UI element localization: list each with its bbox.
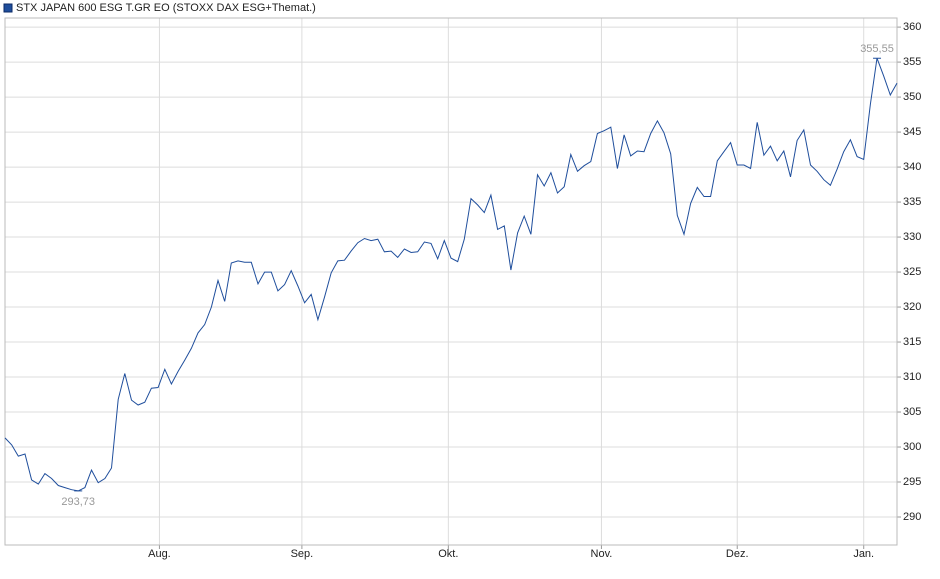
value-label: 355,55 — [860, 43, 894, 55]
y-tick-label: 290 — [903, 511, 921, 523]
y-tick-label: 355 — [903, 56, 921, 68]
y-tick-label: 360 — [903, 21, 921, 33]
legend-label: STX JAPAN 600 ESG T.GR EO (STOXX DAX ESG… — [16, 2, 316, 14]
y-tick-label: 305 — [903, 406, 921, 418]
x-tick-label: Nov. — [591, 548, 613, 560]
y-tick-label: 295 — [903, 476, 921, 488]
y-tick-label: 320 — [903, 301, 921, 313]
price-line — [4, 58, 898, 492]
y-tick-label: 350 — [903, 91, 921, 103]
y-tick-label: 325 — [903, 266, 921, 278]
legend-swatch — [3, 3, 13, 13]
x-tick-label: Sep. — [291, 548, 314, 560]
x-tick-label: Dez. — [726, 548, 749, 560]
x-tick-label: Aug. — [148, 548, 171, 560]
y-tick-label: 335 — [903, 196, 921, 208]
plot-frame — [4, 17, 898, 546]
y-tick-label: 310 — [903, 371, 921, 383]
y-tick-label: 300 — [903, 441, 921, 453]
value-label: 293,73 — [61, 496, 95, 508]
y-tick-label: 345 — [903, 126, 921, 138]
y-tick-label: 330 — [903, 231, 921, 243]
x-tick-label: Jan. — [853, 548, 874, 560]
x-tick-label: Okt. — [438, 548, 458, 560]
y-tick-label: 315 — [903, 336, 921, 348]
y-tick-label: 340 — [903, 161, 921, 173]
